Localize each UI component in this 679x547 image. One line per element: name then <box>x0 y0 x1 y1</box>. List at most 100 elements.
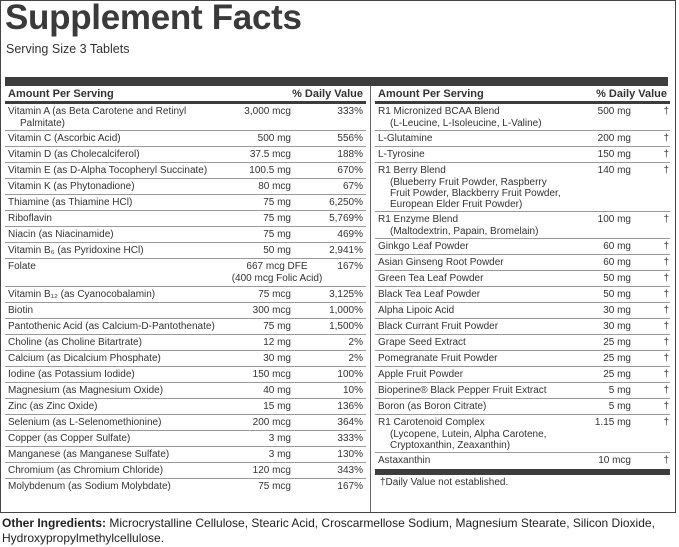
nutrient-name: Vitamin C (Ascorbic Acid) <box>8 133 229 145</box>
nutrient-name: Vitamin E (as D-Alpha Tocopheryl Succina… <box>8 165 229 177</box>
nutrient-row: Vitamin B₁₂ (as Cyanocobalamin) 75 mcg 3,1… <box>5 287 366 303</box>
nutrient-label: Selenium (as L-Selenomethionine) <box>8 416 162 428</box>
nutrient-row: Bioperine® Black Pepper Fruit Extract 5 m… <box>375 383 670 399</box>
nutrient-name: Manganese (as Manganese Sulfate) <box>8 449 229 461</box>
nutrient-label: Vitamin K (as Phytonadione) <box>8 180 135 192</box>
nutrient-row: Vitamin D (as Cholecalciferol) 37.5 mcg 18… <box>5 147 366 163</box>
nutrient-label: Chromium (as Chromium Chloride) <box>8 464 164 476</box>
nutrient-row: Molybdenum (as Sodium Molybdate) 75 mcg 16… <box>5 479 366 494</box>
nutrient-name: Vitamin B₆ (as Pyridoxine HCl) <box>8 245 229 257</box>
nutrient-amount: 3,000 mcg <box>244 105 291 117</box>
nutrient-daily-value: † <box>663 416 669 428</box>
nutrient-label: Niacin (as Niacinamide) <box>8 228 114 240</box>
nutrient-label: Thiamine (as Thiamine HCl) <box>8 196 133 208</box>
nutrient-label: Vitamin B₆ (as Pyridoxine HCl) <box>8 244 144 256</box>
other-ingredients: Other Ingredients: Microcrystalline Cell… <box>2 516 676 546</box>
nutrient-daily-value: 670% <box>337 164 363 176</box>
nutrient-amount: 75 mg <box>263 212 291 224</box>
nutrient-amount: 75 mcg <box>258 288 291 300</box>
nutrient-row: Riboflavin 75 mg 5,769% <box>5 211 366 227</box>
nutrient-name: Boron (as Boron Citrate) <box>378 401 569 413</box>
nutrient-daily-value: 364% <box>337 416 363 428</box>
daily-value-header: % Daily Value <box>292 88 363 100</box>
nutrient-amount: 667 mcg DFE (400 mcg Folic Acid) <box>231 260 323 284</box>
nutrient-name: Zinc (as Zinc Oxide) <box>8 401 229 413</box>
nutrient-label: Biotin <box>8 304 34 316</box>
nutrient-daily-value: 2,941% <box>329 244 363 256</box>
nutrient-label: Asian Ginseng Root Powder <box>378 256 504 268</box>
nutrient-row: L-Tyrosine 150 mg † <box>375 147 670 163</box>
nutrient-name: Copper (as Copper Sulfate) <box>8 433 229 445</box>
nutrient-amount: 30 mg <box>603 304 631 316</box>
nutrient-daily-value: † <box>663 368 669 380</box>
nutrient-label: Apple Fruit Powder <box>378 368 464 380</box>
nutrient-row: Pantothenic Acid (as Calcium-D-Pantothen… <box>5 319 366 335</box>
nutrient-row: Vitamin E (as D-Alpha Tocopheryl Succina… <box>5 163 366 179</box>
nutrient-label: Ginkgo Leaf Powder <box>378 240 469 252</box>
nutrient-daily-value: † <box>663 336 669 348</box>
nutrient-label: Vitamin E (as D-Alpha Tocopheryl Succina… <box>8 164 208 176</box>
nutrient-amount: 50 mg <box>603 288 631 300</box>
nutrient-row: Black Tea Leaf Powder 50 mg † <box>375 287 670 303</box>
nutrient-daily-value: † <box>663 148 669 160</box>
nutrient-daily-value: † <box>663 320 669 332</box>
nutrient-amount: 50 mg <box>263 244 291 256</box>
column-divider <box>370 86 371 512</box>
nutrient-amount: 10 mcg <box>598 454 631 466</box>
nutrient-label: Iodine (as Potassium Iodide) <box>8 368 135 380</box>
nutrient-daily-value: † <box>663 164 669 176</box>
nutrient-name: Pantothenic Acid (as Calcium-D-Pantothen… <box>8 321 229 333</box>
nutrient-amount: 30 mg <box>263 352 291 364</box>
nutrient-daily-value: 167% <box>337 480 363 492</box>
nutrient-amount: 15 mg <box>263 400 291 412</box>
nutrient-label: Vitamin D (as Cholecalciferol) <box>8 148 140 160</box>
nutrient-name: Ginkgo Leaf Powder <box>378 241 569 253</box>
nutrient-amount: 50 mg <box>603 272 631 284</box>
nutrient-daily-value: † <box>663 240 669 252</box>
nutrient-daily-value: 343% <box>337 464 363 476</box>
nutrient-amount: 75 mg <box>263 320 291 332</box>
nutrient-daily-value: † <box>663 400 669 412</box>
nutrient-label: Riboflavin <box>8 212 52 224</box>
nutrient-label: Manganese (as Manganese Sulfate) <box>8 448 170 460</box>
nutrient-daily-value: 1,000% <box>329 304 363 316</box>
nutrient-row: Thiamine (as Thiamine HCl) 75 mg 6,250% <box>5 195 366 211</box>
left-header: Amount Per Serving % Daily Value <box>5 86 366 104</box>
nutrient-row: Ginkgo Leaf Powder 60 mg † <box>375 239 670 255</box>
nutrient-daily-value: 5,769% <box>329 212 363 224</box>
nutrient-name: Pomegranate Fruit Powder <box>378 353 569 365</box>
nutrient-daily-value: 2% <box>348 336 363 348</box>
nutrient-daily-value: † <box>663 288 669 300</box>
nutrient-row: R1 Berry Blend (Blueberry Fruit Powder, R… <box>375 163 670 212</box>
nutrient-sub: (L-Leucine, L-Isoleucine, L-Valine) <box>390 117 542 129</box>
nutrient-name: Selenium (as L-Selenomethionine) <box>8 417 229 429</box>
nutrient-label: Boron (as Boron Citrate) <box>378 400 487 412</box>
nutrient-name: Vitamin D (as Cholecalciferol) <box>8 149 229 161</box>
nutrient-row: R1 Enzyme Blend (Maltodextrin, Papain, Br… <box>375 212 670 239</box>
nutrient-daily-value: † <box>663 256 669 268</box>
nutrient-name: Riboflavin <box>8 213 229 225</box>
nutrient-row: Asian Ginseng Root Powder 60 mg † <box>375 255 670 271</box>
nutrient-daily-value: † <box>663 272 669 284</box>
nutrient-daily-value: 333% <box>337 105 363 117</box>
nutrient-name: L-Glutamine <box>378 133 569 145</box>
nutrient-name: R1 Micronized BCAA Blend (L-Leucine, L-Is… <box>378 106 569 129</box>
nutrient-name: Choline (as Choline Bitartrate) <box>8 337 229 349</box>
nutrient-row: R1 Micronized BCAA Blend (L-Leucine, L-Is… <box>375 104 670 131</box>
nutrient-name: Folate <box>8 261 229 273</box>
nutrient-label: Choline (as Choline Bitartrate) <box>8 336 142 348</box>
nutrient-name: Thiamine (as Thiamine HCl) <box>8 197 229 209</box>
nutrient-daily-value: 1,500% <box>329 320 363 332</box>
nutrient-amount: 60 mg <box>603 240 631 252</box>
nutrient-daily-value: 6,250% <box>329 196 363 208</box>
nutrient-amount: 150 mg <box>597 148 631 160</box>
nutrient-sub: (Lycopene, Lutein, Alpha Carotene, Crypt… <box>390 428 547 451</box>
nutrient-label: Black Tea Leaf Powder <box>378 288 481 300</box>
nutrient-label: Magnesium (as Magnesium Oxide) <box>8 384 164 396</box>
nutrient-row: Magnesium (as Magnesium Oxide) 40 mg 10% <box>5 383 366 399</box>
nutrient-daily-value: † <box>663 132 669 144</box>
nutrient-name: Vitamin B₁₂ (as Cyanocobalamin) <box>8 289 229 301</box>
nutrient-row: Apple Fruit Powder 25 mg † <box>375 367 670 383</box>
nutrient-amount: 30 mg <box>603 320 631 332</box>
nutrient-daily-value: 3,125% <box>329 288 363 300</box>
